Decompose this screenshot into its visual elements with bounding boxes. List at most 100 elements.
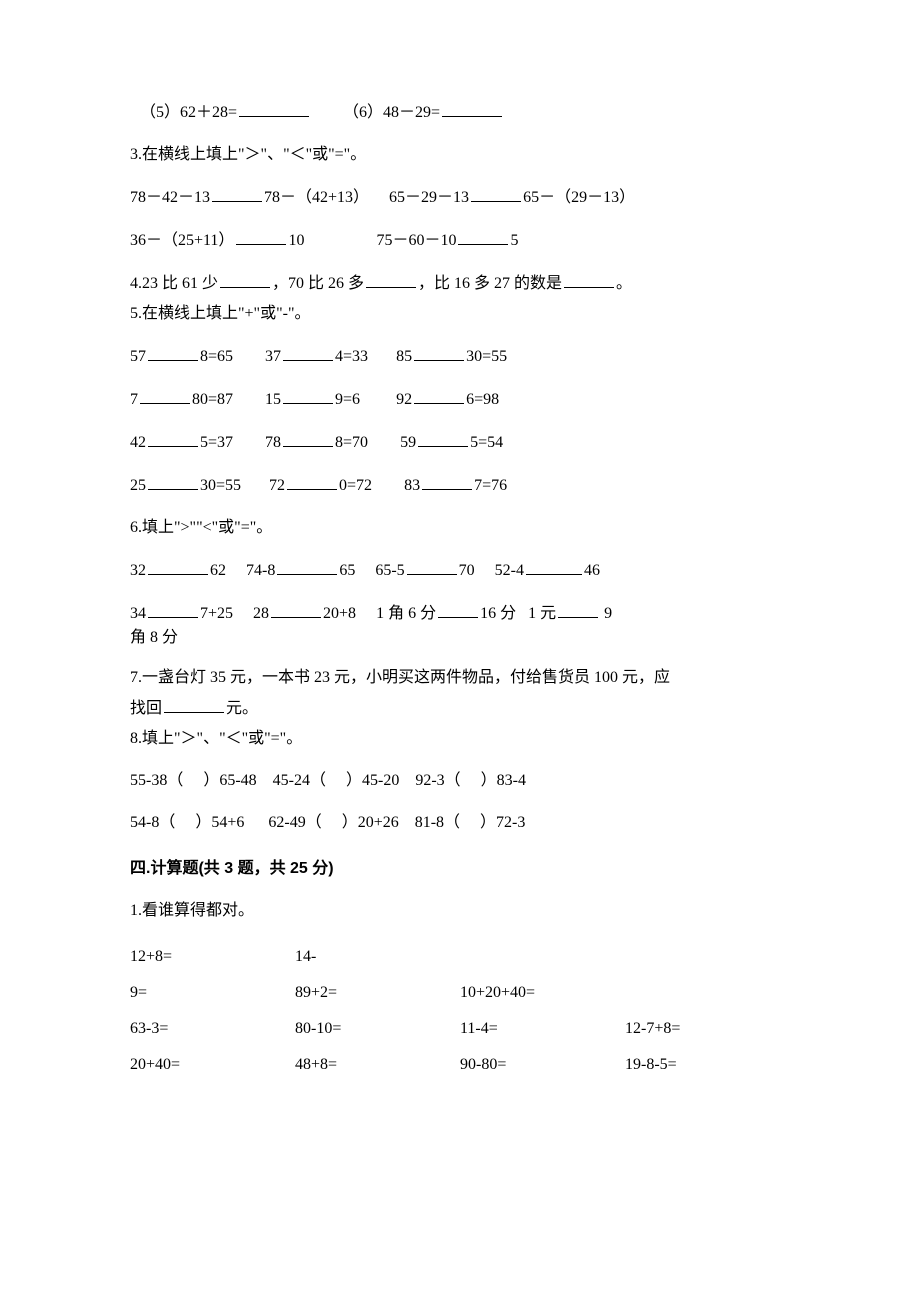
blank[interactable] (148, 473, 198, 490)
text: 25 (130, 477, 146, 494)
text: ，70 比 26 多 (272, 275, 364, 292)
cell: 19-8-5= (625, 1047, 790, 1083)
sec4-q1-title: 1.看谁算得都对。 (130, 899, 790, 923)
text: 54-8（ ）54+6 (130, 814, 244, 831)
text: 57 (130, 348, 146, 365)
text: 92-3（ ）83-4 (415, 772, 526, 789)
text: 32 (130, 562, 146, 579)
blank[interactable] (277, 558, 337, 575)
blank[interactable] (418, 430, 468, 447)
text: 65－（29－13） (523, 189, 635, 206)
blank[interactable] (283, 387, 333, 404)
text: 42 (130, 434, 146, 451)
q3-row2: 36－（25+11）10 75－60－105 (130, 228, 790, 253)
text: 7 (130, 391, 138, 408)
q2-6: （6）48－29= (343, 104, 440, 121)
q3-title: 3.在横线上填上"＞"、"＜"或"="。 (130, 143, 790, 167)
text: 元。 (226, 700, 258, 717)
text: 5=54 (470, 434, 503, 451)
calc-table: 12+8= 14- 9= 89+2= 10+20+40= 63-3= 80-10… (130, 939, 790, 1083)
text: 20+8 (323, 605, 356, 622)
cell: 63-3= (130, 1011, 295, 1047)
q6-row2: 347+25 2820+8 1 角 6 分16 分 1 元 9角 8 分 (130, 601, 790, 650)
blank[interactable] (140, 387, 190, 404)
text: 75－60－10 (376, 232, 456, 249)
blank[interactable] (283, 430, 333, 447)
text: 30=55 (466, 348, 507, 365)
q3-row1: 78－42－1378－（42+13） 65－29－1365－（29－13） (130, 185, 790, 210)
text: 65-5 (375, 562, 404, 579)
blank[interactable] (220, 271, 270, 288)
cell: 12-7+8= (625, 1011, 790, 1047)
blank[interactable] (283, 344, 333, 361)
blank[interactable] (212, 185, 262, 202)
blank[interactable] (239, 100, 309, 117)
text: 45-24（ ）45-20 (273, 772, 400, 789)
text: 92 (396, 391, 412, 408)
blank[interactable] (148, 344, 198, 361)
cell: 11-4= (460, 1011, 625, 1047)
cell: 10+20+40= (460, 975, 625, 1011)
q5-row1: 578=65 374=33 8530=55 (130, 344, 790, 369)
q8-row2: 54-8（ ）54+6 62-49（ ）20+26 81-8（ ）72-3 (130, 811, 790, 835)
text: 81-8（ ）72-3 (415, 814, 526, 831)
text: 36－（25+11） (130, 232, 234, 249)
text: 找回 (130, 700, 162, 717)
blank[interactable] (164, 696, 224, 713)
cell (460, 939, 625, 975)
table-row: 20+40= 48+8= 90-80= 19-8-5= (130, 1047, 790, 1083)
cell: 20+40= (130, 1047, 295, 1083)
blank[interactable] (414, 344, 464, 361)
cell: 90-80= (460, 1047, 625, 1083)
text: 70 (459, 562, 475, 579)
blank[interactable] (148, 430, 198, 447)
q6-title: 6.填上">""<"或"="。 (130, 516, 790, 540)
blank[interactable] (414, 387, 464, 404)
blank[interactable] (148, 558, 208, 575)
blank[interactable] (148, 601, 198, 618)
q5-title: 5.在横线上填上"+"或"-"。 (130, 302, 790, 326)
text: 83 (404, 477, 420, 494)
text: 4.23 比 61 少 (130, 275, 218, 292)
cell: 89+2= (295, 975, 460, 1011)
cell: 12+8= (130, 939, 295, 975)
text: 80=87 (192, 391, 233, 408)
text: 85 (396, 348, 412, 365)
text: 16 分 (480, 605, 516, 622)
table-row: 63-3= 80-10= 11-4= 12-7+8= (130, 1011, 790, 1047)
text: 4=33 (335, 348, 368, 365)
blank[interactable] (366, 271, 416, 288)
text: 62 (210, 562, 226, 579)
text: 9 (600, 605, 612, 622)
text: 7+25 (200, 605, 233, 622)
text: 0=72 (339, 477, 372, 494)
q7-line2: 找回 元。 (130, 696, 790, 721)
blank[interactable] (526, 558, 582, 575)
blank[interactable] (407, 558, 457, 575)
cell: 80-10= (295, 1011, 460, 1047)
blank[interactable] (442, 100, 502, 117)
blank[interactable] (438, 601, 478, 618)
q7-line1: 7.一盏台灯 35 元，一本书 23 元，小明买这两件物品，付给售货员 100 … (130, 666, 790, 690)
text: 15 (265, 391, 281, 408)
blank[interactable] (558, 601, 598, 618)
q5-row3: 425=37 788=70 595=54 (130, 430, 790, 455)
table-row: 12+8= 14- (130, 939, 790, 975)
text: 5=37 (200, 434, 233, 451)
blank[interactable] (471, 185, 521, 202)
q5-row4: 2530=55 720=72 837=76 (130, 473, 790, 498)
blank[interactable] (422, 473, 472, 490)
blank[interactable] (564, 271, 614, 288)
blank[interactable] (458, 228, 508, 245)
cell: 14- (295, 939, 460, 975)
text: 74-8 (246, 562, 275, 579)
blank[interactable] (287, 473, 337, 490)
text: 62-49（ ）20+26 (268, 814, 398, 831)
q2-line: （5）62＋28= （6）48－29= (130, 100, 790, 125)
cell: 9= (130, 975, 295, 1011)
blank[interactable] (271, 601, 321, 618)
text: 。 (616, 275, 632, 292)
blank[interactable] (236, 228, 286, 245)
text: 72 (269, 477, 285, 494)
text: 78 (265, 434, 281, 451)
